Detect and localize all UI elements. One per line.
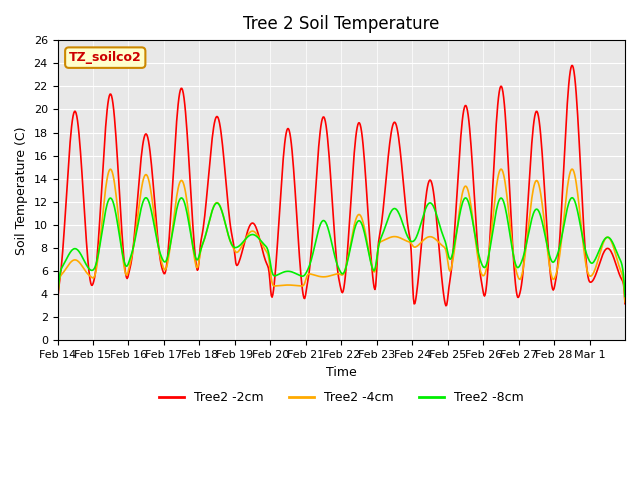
Tree2 -8cm [54,297,61,303]
X-axis label: Time: Time [326,366,356,379]
Tree2 -8cm [433,211,440,217]
Legend: Tree2 -2cm, Tree2 -4cm, Tree2 -8cm: Tree2 -2cm, Tree2 -4cm, Tree2 -8cm [154,386,528,409]
Line: Tree2 -2cm: Tree2 -2cm [58,66,625,307]
Tree2 -4cm [432,236,440,242]
Tree2 -8cm [141,195,149,201]
Tree2 -2cm [568,63,575,69]
Tree2 -4cm [253,231,260,237]
Tree2 -8cm [621,294,629,300]
Tree2 -2cm [621,301,629,307]
Tree2 -2cm [400,185,408,191]
Tree2 -2cm [120,258,128,264]
Y-axis label: Soil Temperature (C): Soil Temperature (C) [15,126,28,254]
Text: TZ_soilco2: TZ_soilco2 [69,51,141,64]
Tree2 -4cm [225,233,232,239]
Tree2 -4cm [54,300,61,305]
Tree2 -4cm [621,299,629,305]
Tree2 -4cm [120,264,128,269]
Tree2 -2cm [54,304,61,310]
Tree2 -4cm [497,167,504,172]
Tree2 -2cm [432,207,440,213]
Line: Tree2 -8cm: Tree2 -8cm [58,198,625,300]
Tree2 -8cm [120,259,128,264]
Tree2 -4cm [400,237,408,242]
Title: Tree 2 Soil Temperature: Tree 2 Soil Temperature [243,15,440,33]
Tree2 -8cm [401,226,408,232]
Tree2 -8cm [225,235,233,241]
Tree2 -8cm [253,234,261,240]
Tree2 -2cm [225,206,232,212]
Tree2 -8cm [275,271,283,277]
Tree2 -4cm [274,283,282,288]
Tree2 -2cm [253,226,260,232]
Line: Tree2 -4cm: Tree2 -4cm [58,169,625,302]
Tree2 -2cm [274,232,282,238]
